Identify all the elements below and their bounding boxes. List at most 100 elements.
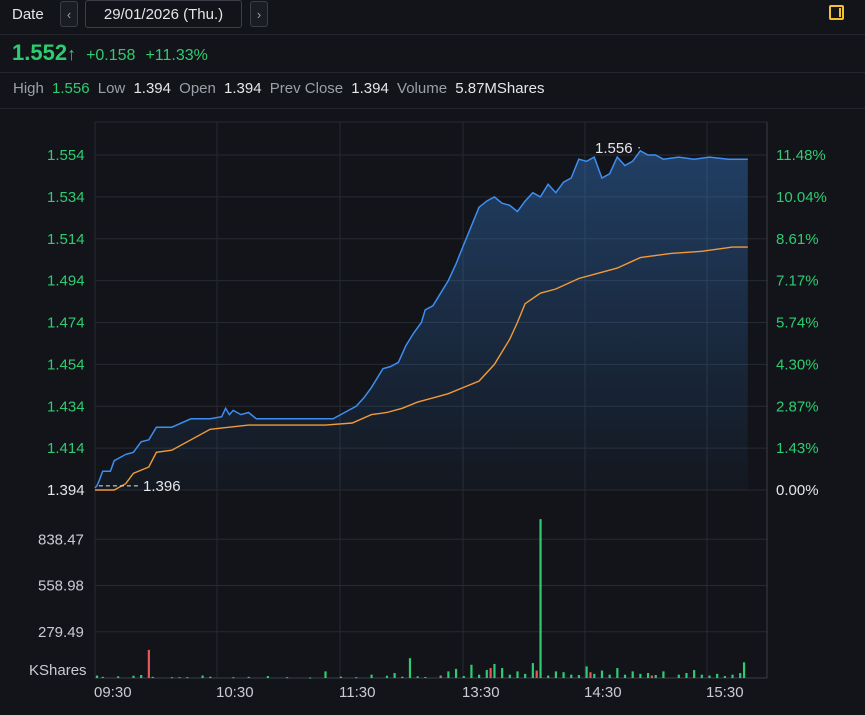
chevron-left-icon: ‹ — [66, 6, 72, 22]
low-value: 1.394 — [133, 80, 171, 97]
y-tick-label: 1.514 — [47, 231, 85, 248]
volume-bar-down — [439, 676, 442, 678]
last-price: 1.552 — [12, 40, 68, 65]
prev-close-label: Prev Close — [269, 80, 344, 97]
previous-day-button[interactable]: ‹ — [60, 1, 78, 27]
volume-bar-up — [286, 677, 289, 679]
volume-bar-up — [623, 674, 627, 678]
volume-bar-up — [401, 676, 404, 678]
y-tick-label-percent: 8.61% — [776, 231, 819, 248]
y-tick-label: 1.554 — [47, 147, 85, 164]
date-label: Date — [12, 6, 44, 23]
divider — [0, 72, 865, 73]
y-tick-label: 1.414 — [47, 440, 85, 457]
volume-bar-up — [266, 676, 269, 678]
volume-bar-up — [416, 676, 419, 678]
volume-bar-up — [95, 675, 99, 678]
x-tick-label: 14:30 — [584, 684, 622, 701]
volume-bar-up — [485, 670, 488, 678]
y-tick-label-percent: 7.17% — [776, 273, 819, 290]
prev-close-value: 1.394 — [351, 80, 389, 97]
volume-bar-up — [454, 668, 458, 678]
volume-bar-up — [151, 676, 154, 678]
y-tick-label-percent: 4.30% — [776, 356, 819, 373]
price-area — [95, 150, 748, 491]
volume-bar-up — [524, 673, 527, 678]
average-price-line — [95, 246, 748, 491]
high-annotation: 1.556 — [595, 140, 633, 157]
volume-bar-up — [685, 673, 688, 678]
volume-bar-up — [493, 663, 496, 678]
volume-bar-up — [570, 674, 573, 678]
quote-summary: 1.552 ↑ +0.158 +11.33% — [12, 40, 218, 68]
volume-bar-up — [547, 675, 550, 678]
volume-bar-up — [739, 673, 742, 678]
volume-bar-up — [501, 668, 504, 678]
volume-bar-up — [585, 666, 588, 678]
volume-bar-up — [554, 671, 557, 678]
y-tick-label: 1.474 — [47, 315, 85, 332]
volume-bar-up — [393, 673, 396, 678]
date-toolbar: Date ‹ 29/01/2026 (Thu.) › — [0, 0, 865, 34]
volume-bar-up — [132, 675, 135, 678]
y-tick-label-percent: 10.04% — [776, 189, 827, 206]
volume-bar-up — [117, 676, 120, 678]
volume-bar-down — [589, 672, 592, 678]
high-value: 1.556 — [52, 80, 90, 97]
up-arrow-icon: ↑ — [67, 44, 77, 64]
y-tick-label-percent: 2.87% — [776, 398, 819, 415]
volume-bar-up — [577, 675, 581, 678]
volume-bar-down — [489, 668, 492, 678]
volume-bar-up — [716, 673, 719, 678]
y-tick-label: 1.494 — [47, 273, 85, 290]
divider — [0, 108, 865, 109]
volume-bar-up — [516, 671, 519, 678]
volume-bar-up — [508, 674, 511, 678]
volume-bar-up — [478, 674, 481, 678]
volume-bar-up — [424, 677, 427, 679]
volume-unit-label: KShares — [29, 662, 87, 679]
volume-bar-up — [662, 671, 665, 678]
volume-bar-down — [178, 677, 181, 679]
volume-bar-up — [170, 677, 173, 679]
volume-bar-up — [324, 671, 327, 678]
volume-bar-up — [639, 673, 642, 678]
volume-value: 5.87MShares — [455, 80, 545, 97]
y-tick-label: 1.434 — [47, 398, 85, 415]
price-line — [94, 149, 748, 489]
volume-bar-up — [562, 672, 565, 678]
y-tick-label-percent: 1.43% — [776, 440, 819, 457]
volume-bar-up — [247, 676, 250, 678]
volume-bar-up — [232, 677, 235, 679]
volume-bar-up — [209, 676, 212, 678]
volume-bar-up — [309, 677, 312, 679]
y-tick-label-percent: 5.74% — [776, 315, 819, 332]
date-picker[interactable]: 29/01/2026 (Thu.) — [85, 0, 242, 28]
volume-bar-up — [101, 676, 104, 678]
volume-bar-up — [742, 662, 746, 678]
volume-bar-up — [140, 675, 143, 678]
divider — [0, 34, 865, 35]
price-change: +0.158 — [86, 47, 136, 64]
volume-bar-up — [700, 674, 703, 678]
panel-toggle-icon[interactable] — [829, 5, 844, 20]
volume-tick-label: 279.49 — [38, 624, 84, 641]
volume-bar-up — [616, 668, 619, 678]
volume-bar-up — [201, 675, 204, 678]
volume-bar-up — [693, 670, 696, 678]
volume-tick-label: 558.98 — [38, 578, 84, 595]
y-tick-label: 1.454 — [47, 356, 85, 373]
volume-bar-up — [186, 677, 189, 679]
volume-bar-up — [646, 673, 650, 678]
volume-tick-label: 838.47 — [38, 531, 84, 548]
stats-row: High 1.556 Low 1.394 Open 1.394 Prev Clo… — [13, 80, 548, 97]
volume-bar-up — [723, 676, 726, 678]
open-label: Open — [179, 80, 216, 97]
volume-bar-down — [147, 649, 150, 678]
volume-bar-up — [339, 676, 342, 678]
volume-bar-up — [385, 675, 389, 678]
next-day-button[interactable]: › — [250, 1, 268, 27]
volume-bar-up — [531, 663, 534, 678]
y-tick-label-percent: 11.48% — [776, 147, 826, 164]
